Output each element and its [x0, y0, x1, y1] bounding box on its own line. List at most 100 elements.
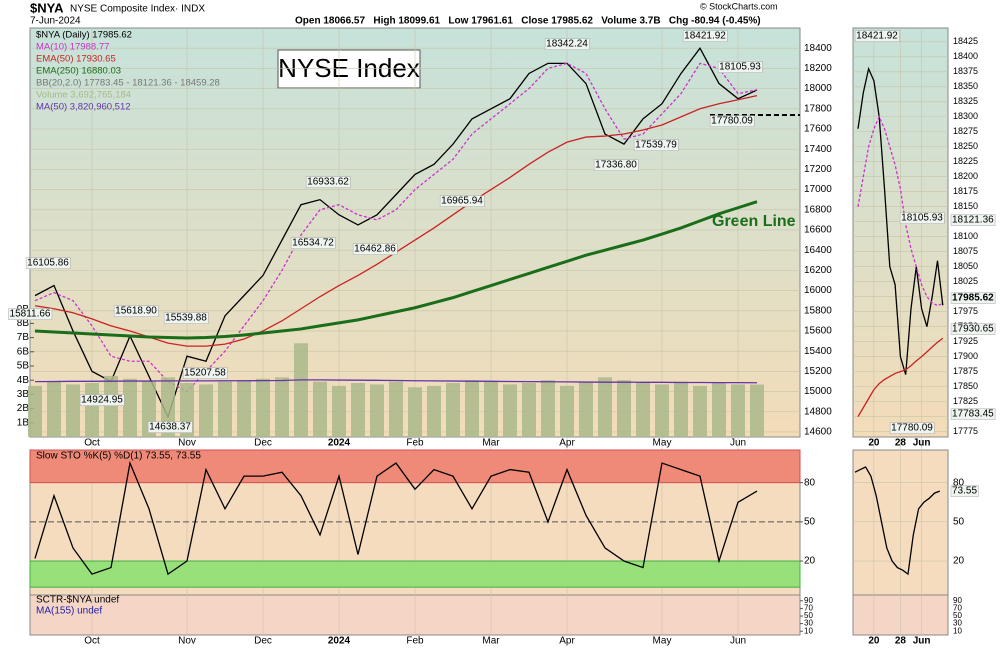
x-tick-label: 20	[868, 636, 880, 647]
y-tick-label: 20	[953, 556, 965, 567]
y-tick-label: 17875	[953, 366, 978, 376]
volume-bar	[503, 384, 517, 437]
y-tick-label: 17900	[953, 351, 978, 361]
y-tick-label: 16800	[804, 204, 832, 215]
data-label: 17783.45	[952, 409, 994, 420]
y-tick-label: 18000	[804, 83, 832, 94]
y-tick-label: 14800	[804, 406, 832, 417]
data-label: 17930.65	[952, 324, 994, 335]
series-line	[34, 379, 758, 384]
data-label: 17780.09	[711, 116, 753, 127]
volume-bar	[332, 385, 346, 437]
x-tick-label: Apr	[559, 438, 575, 449]
volume-bar	[655, 384, 669, 437]
y-tick-label: 17600	[804, 124, 832, 135]
label-box	[950, 292, 996, 304]
x-tick-label: Nov	[178, 636, 196, 647]
y-tick-label: 70	[953, 604, 962, 613]
x-tick-label: Jun	[730, 636, 746, 647]
volume-bar	[560, 385, 574, 437]
x-tick-label: 20	[868, 438, 880, 449]
y-tick-label: 18200	[953, 171, 978, 181]
y-tick-label: 18400	[953, 51, 978, 61]
source: © StockCharts.com	[700, 1, 778, 11]
volume-bar	[123, 378, 137, 437]
x-tick-label: 28	[895, 636, 907, 647]
y-tick-label: 50	[953, 516, 965, 527]
volume-bar	[104, 375, 118, 437]
legend-entry: BB(20,2.0) 17783.45 - 18121.36 - 18459.2…	[36, 78, 220, 89]
x-tick-label: Jun	[730, 438, 746, 449]
data-label: 15811.66	[10, 309, 51, 320]
data-label: 17336.80	[595, 160, 637, 171]
chart-title: NYSE Index	[278, 53, 420, 83]
y-tick-label: 18350	[953, 81, 978, 91]
y-tick-label: 17000	[804, 184, 832, 195]
symbol: $NYA	[30, 0, 64, 15]
x-tick-label: Feb	[406, 438, 424, 449]
y-tick-label: 18050	[953, 261, 978, 271]
y2-tick-label: 8B	[17, 318, 30, 329]
y-tick-label: 80	[953, 477, 965, 488]
stoch-legend: Slow STO %K(5) %D(1) 73.55, 73.55	[36, 451, 201, 462]
sctr-legend: MA(155) undef	[36, 606, 102, 617]
x-tick-label: Apr	[559, 636, 575, 647]
y-tick-label: 17975	[953, 306, 978, 316]
data-label: 18342.24	[546, 39, 588, 50]
x-tick-label: Dec	[254, 438, 272, 449]
data-label: 17985.62	[952, 293, 994, 304]
series-line	[34, 200, 758, 340]
y-tick-label: 17925	[953, 336, 978, 346]
volume-bar	[389, 381, 403, 437]
label-box	[709, 115, 755, 127]
data-label: 16933.62	[307, 177, 349, 188]
y-tick-label: 18375	[953, 66, 978, 76]
volume-bar	[446, 383, 460, 437]
data-label: 14638.37	[149, 422, 191, 433]
y-tick-label: 16000	[804, 285, 832, 296]
series-line	[34, 460, 758, 576]
y2-tick-label: 1B	[17, 417, 30, 428]
y-tick-label: 15600	[804, 326, 832, 337]
data-label: 73.55	[952, 486, 977, 497]
volume-bar	[674, 381, 688, 437]
y-tick-label: 18400	[804, 43, 832, 54]
label-box	[889, 422, 935, 434]
y-tick-label: 18150	[953, 201, 978, 211]
x-tick-label: Jun	[913, 636, 931, 647]
y-tick-label: 15400	[804, 346, 832, 357]
volume-bar	[693, 385, 707, 437]
volume-bar	[351, 383, 365, 437]
y-tick-label: 70	[804, 604, 813, 613]
data-label: 16462.86	[354, 244, 396, 255]
y2-tick-label: 7B	[17, 332, 30, 343]
x-tick-label: 2024	[328, 438, 351, 449]
volume-bar	[579, 381, 593, 437]
label-box	[163, 312, 209, 324]
data-label: 18421.92	[684, 31, 726, 42]
data-label: 16965.94	[441, 196, 483, 207]
x-tick-label: May	[653, 636, 672, 647]
label-box	[25, 257, 71, 269]
y-tick-label: 15800	[804, 305, 832, 316]
label-box	[854, 30, 900, 42]
x-tick-label: 28	[895, 438, 907, 449]
data-label: 17539.79	[635, 140, 677, 151]
y-tick-label: 18300	[953, 111, 978, 121]
x-tick-label: Oct	[84, 636, 100, 647]
label-box	[950, 485, 979, 497]
y-tick-label: 80	[804, 477, 816, 488]
x-tick-label: Jun	[913, 438, 931, 449]
volume-bar	[427, 385, 441, 437]
date: 7-Jun-2024	[30, 16, 81, 27]
legend-entry: MA(50) 3,820,960,512	[36, 102, 131, 113]
y-tick-label: 18075	[953, 246, 978, 256]
label-box	[899, 212, 945, 224]
y-tick-label: 18325	[953, 96, 978, 106]
data-label: 17780.09	[891, 423, 933, 434]
label-box	[950, 408, 996, 420]
y-tick-label: 17775	[953, 426, 978, 436]
label-box	[682, 30, 728, 42]
y-tick-label: 10	[804, 626, 813, 635]
